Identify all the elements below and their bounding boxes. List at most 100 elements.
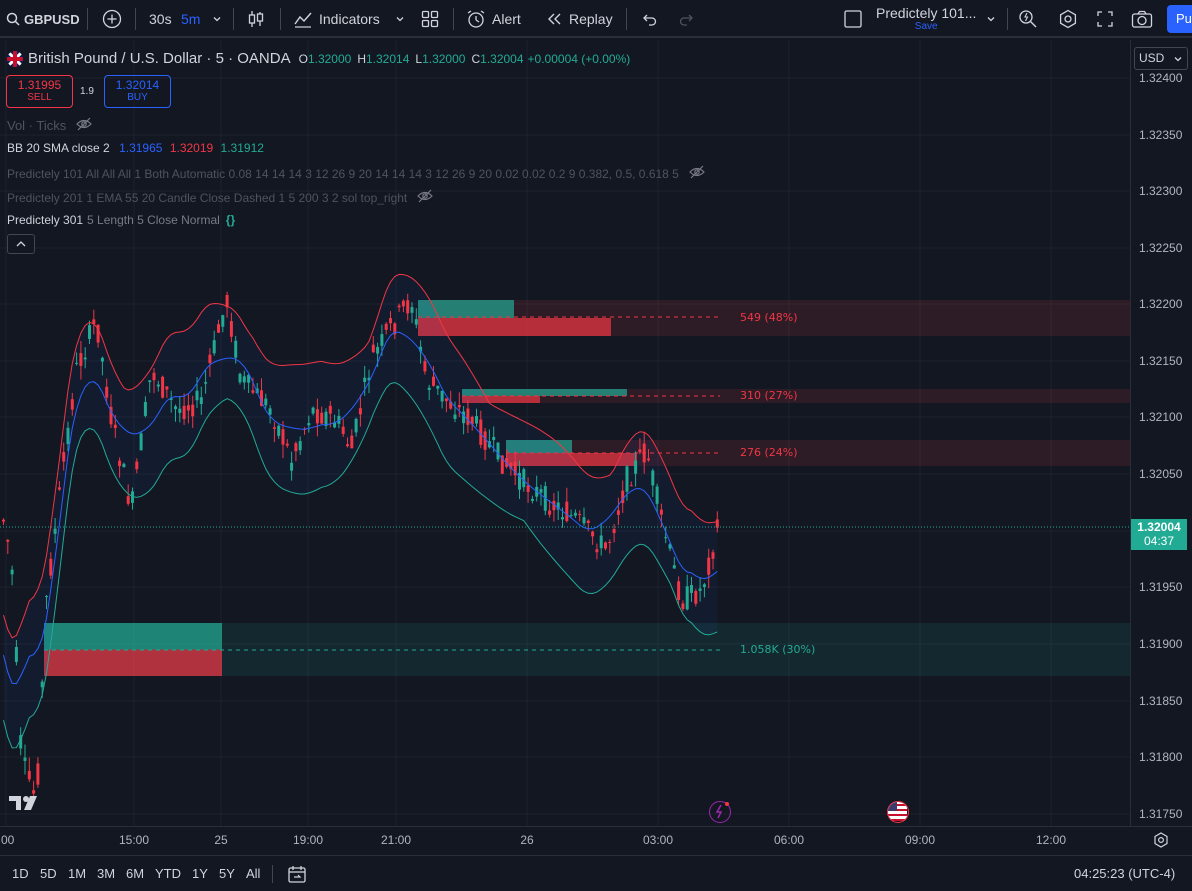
candle-body (178, 408, 182, 413)
range-1y[interactable]: 1Y (192, 866, 208, 881)
time-tick: 12:00 (1035, 833, 1067, 847)
axis-settings-button[interactable] (1153, 832, 1169, 853)
redo-button[interactable] (678, 0, 696, 38)
bb-name: BB 20 SMA close 2 (7, 141, 110, 155)
indicators-dropdown[interactable] (395, 0, 405, 38)
symbol-search[interactable]: GBPUSD (6, 0, 80, 38)
range-ytd[interactable]: YTD (155, 866, 181, 881)
undo-button[interactable] (640, 0, 658, 38)
divider (626, 8, 627, 30)
candle-body (23, 757, 27, 761)
candle-body (367, 377, 371, 381)
goto-date-button[interactable] (287, 864, 307, 889)
range-5d[interactable]: 5D (40, 866, 57, 881)
compare-button[interactable] (102, 0, 122, 38)
price-axis[interactable]: 1.32400 1.32350 1.32300 1.32250 1.32200 … (1130, 40, 1192, 826)
tradingview-logo[interactable] (8, 794, 42, 817)
chevron-down-icon (1173, 53, 1183, 67)
predictely-201-legend[interactable]: Predictely 201 1 EMA 55 20 Candle Close … (7, 189, 434, 206)
high-value: 1.32014 (366, 51, 410, 66)
current-price-label: 1.32004 04:37 (1131, 519, 1187, 550)
templates-button[interactable] (420, 0, 440, 38)
candle-body (552, 500, 556, 511)
fullscreen-button[interactable] (1096, 0, 1114, 38)
layout-checkbox[interactable] (843, 0, 863, 38)
divider (1007, 8, 1008, 30)
chart-pane[interactable]: 549 (48%) 310 (27%) 276 (24%) 1.058K (30… (0, 40, 1130, 826)
eye-off-icon[interactable] (76, 117, 93, 134)
range-5y[interactable]: 5Y (219, 866, 235, 881)
candle-body (384, 323, 388, 330)
alert-button[interactable]: Alert (466, 0, 521, 38)
candle-body (238, 373, 242, 383)
chart-type-button[interactable] (246, 0, 266, 38)
candle-body (148, 380, 152, 383)
candle-body (152, 372, 156, 381)
candle-body (27, 770, 31, 780)
candlesticks (2, 291, 719, 798)
currency-selector[interactable]: USD (1134, 47, 1188, 70)
bar-countdown: 04:37 (1143, 534, 1175, 548)
layout-dropdown[interactable] (986, 0, 996, 38)
candle-body (208, 354, 212, 363)
buy-button[interactable]: 1.32014 BUY (104, 75, 171, 108)
candle-body (548, 510, 552, 515)
indicators-button[interactable]: Indicators (293, 0, 380, 38)
chevron-down-icon (212, 14, 222, 24)
quick-search-button[interactable] (1018, 0, 1038, 38)
candle-body (260, 390, 263, 406)
interval-5m[interactable]: 5m (181, 0, 200, 38)
time-axis[interactable]: :00 15:00 25 19:00 21:00 26 03:00 06:00 … (0, 826, 1192, 854)
low-value: 1.32000 (422, 51, 466, 66)
predictely-301-legend[interactable]: Predictely 301 5 Length 5 Close Normal {… (7, 213, 235, 227)
replay-button[interactable]: Replay (545, 0, 613, 38)
symbol-title[interactable]: British Pound / U.S. Dollar · 5 · OANDA (28, 50, 291, 67)
volume-profile-zones (44, 300, 1130, 676)
flag-icon (7, 50, 23, 67)
clock-timezone[interactable]: 04:25:23 (UTC-4) (1074, 866, 1176, 881)
settings-button[interactable] (1058, 0, 1078, 38)
sell-button[interactable]: 1.31995 SELL (6, 75, 73, 108)
interval-dropdown[interactable] (212, 0, 222, 38)
range-all[interactable]: All (246, 866, 261, 881)
range-1d[interactable]: 1D (12, 866, 29, 881)
publish-button[interactable]: Pu (1167, 0, 1192, 38)
candle-body (621, 490, 625, 504)
candle-body (677, 581, 681, 600)
time-tick: 26 (520, 833, 534, 847)
candle-body (363, 377, 367, 382)
predictely-101-legend[interactable]: Predictely 101 All All All 1 Both Automa… (7, 165, 705, 182)
range-1m[interactable]: 1M (68, 866, 87, 881)
range-3m[interactable]: 3M (97, 866, 116, 881)
candle-body (664, 537, 668, 539)
time-tick: 15:00 (118, 833, 150, 847)
candle-body (195, 390, 199, 401)
layout-name-button[interactable]: Predictely 101... Save (876, 0, 976, 38)
interval-30s[interactable]: 30s (149, 0, 172, 38)
interval-label: 30s (149, 11, 172, 27)
candle-body (436, 385, 440, 389)
zone-background (44, 623, 1130, 676)
candle-body (492, 436, 496, 441)
divider (280, 8, 281, 30)
layout-name: Predictely 101... (876, 5, 977, 21)
buy-label: BUY (127, 92, 148, 103)
candle-body (642, 443, 646, 463)
us-flag-event-icon[interactable] (887, 801, 909, 823)
candle-body (32, 790, 36, 794)
candle-body (217, 324, 220, 333)
candle-body (281, 429, 285, 445)
lightning-event-icon[interactable] (709, 801, 731, 823)
collapse-legend-button[interactable] (7, 234, 35, 254)
range-6m[interactable]: 6M (126, 866, 145, 881)
code-braces-icon[interactable]: {} (225, 213, 236, 227)
candle-body (66, 427, 70, 445)
snapshot-button[interactable] (1131, 0, 1153, 38)
bb-indicator-legend[interactable]: BB 20 SMA close 2 1.31965 1.32019 1.3191… (7, 141, 264, 155)
candle-body (690, 584, 693, 593)
price-chart[interactable] (0, 40, 1130, 826)
volume-indicator-legend[interactable]: Vol · Ticks (7, 117, 93, 134)
eye-off-icon[interactable] (688, 165, 705, 182)
eye-off-icon[interactable] (417, 189, 434, 206)
candle-body (578, 514, 582, 516)
